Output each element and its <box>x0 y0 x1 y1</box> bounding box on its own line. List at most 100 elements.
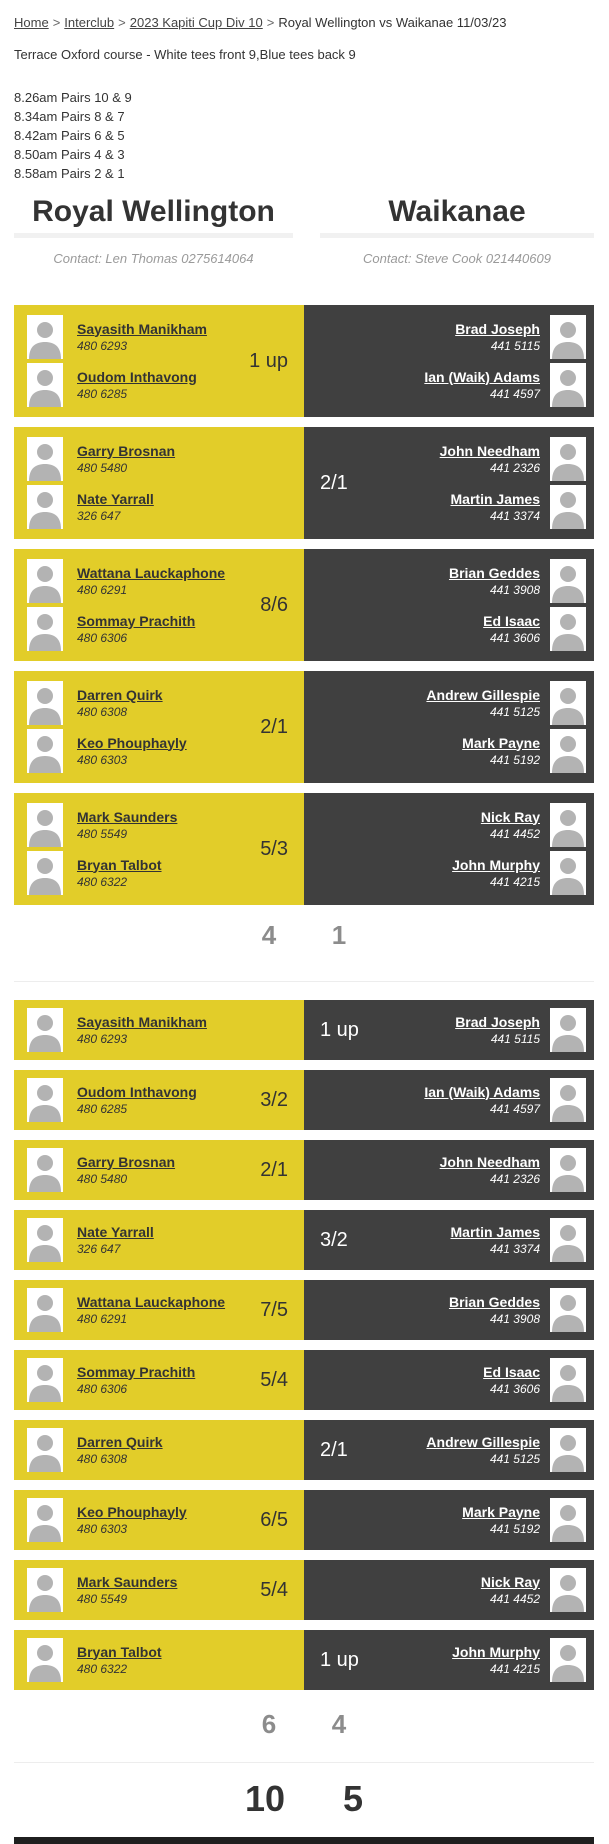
player-name-link[interactable]: Andrew Gillespie <box>426 1433 540 1450</box>
home-side: Sayasith Manikham 480 6293 Oudom Inthavong… <box>14 305 304 417</box>
player-avatar <box>550 363 586 407</box>
player-name-link[interactable]: Sommay Prachith <box>77 612 196 629</box>
team-headers: Royal Wellington Contact: Len Thomas 027… <box>14 195 594 266</box>
match-result: 8/6 <box>260 594 288 616</box>
away-side: Nick Ray 441 4452 <box>304 1560 594 1620</box>
player-name-link[interactable]: Brad Joseph <box>455 1013 540 1030</box>
player-number: 480 5480 <box>77 1171 128 1186</box>
player-name-link[interactable]: Brian Geddes <box>448 1293 540 1310</box>
player-name-link[interactable]: Oudom Inthavong <box>77 368 197 385</box>
player-name-link[interactable]: Garry Brosnan <box>77 442 176 459</box>
player-name-link[interactable]: Mark Payne <box>462 1503 540 1520</box>
breadcrumb-link[interactable]: Interclub <box>64 15 115 30</box>
home-side: Mark Saunders 480 5549 Bryan Talbot 480 632… <box>14 793 304 905</box>
player-name-link[interactable]: Nate Yarrall <box>77 490 154 507</box>
player-avatar <box>550 1568 586 1612</box>
player-row: Nate Yarrall 326 647 <box>14 483 304 531</box>
player-row: Martin James 441 3374 <box>304 483 594 531</box>
player-name-link[interactable]: Ian (Waik) Adams <box>424 368 540 385</box>
person-icon <box>29 614 61 651</box>
player-number: 441 3908 <box>489 1311 540 1326</box>
player-row: Mark Saunders 480 5549 <box>14 801 304 849</box>
player-avatar <box>27 1428 63 1472</box>
player-info: Mark Saunders 480 5549 <box>77 1574 177 1607</box>
singles-match-row: Wattana Lauckaphone 480 6291 Brian Geddes 4… <box>14 1280 594 1340</box>
player-name-link[interactable]: Nick Ray <box>480 808 540 825</box>
player-info: Ian (Waik) Adams 441 4597 <box>424 369 540 402</box>
player-number: 441 5125 <box>489 704 540 719</box>
player-name-link[interactable]: Brad Joseph <box>455 320 540 337</box>
singles-match-row: Oudom Inthavong 480 6285 Ian (Waik) Adams 4… <box>14 1070 594 1130</box>
player-name-link[interactable]: Brian Geddes <box>448 564 540 581</box>
player-name-link[interactable]: Darren Quirk <box>77 686 163 703</box>
player-number: 441 3374 <box>489 508 540 523</box>
player-name-link[interactable]: Ed Isaac <box>483 1363 540 1380</box>
player-info: Mark Payne 441 5192 <box>462 1504 540 1537</box>
player-name-link[interactable]: Bryan Talbot <box>77 856 162 873</box>
player-name-link[interactable]: John Needham <box>439 442 540 459</box>
match-result: 2/1 <box>320 1439 348 1461</box>
singles-matches-wrap: Sayasith Manikham 480 6293 Brad Joseph 441 … <box>14 981 594 1690</box>
player-avatar <box>27 1078 63 1122</box>
player-name-link[interactable]: Andrew Gillespie <box>426 686 540 703</box>
person-icon <box>552 566 584 603</box>
singles-totals: 6 4 <box>14 1708 594 1740</box>
person-icon <box>552 1225 584 1262</box>
player-name-link[interactable]: Sayasith Manikham <box>77 1013 207 1030</box>
player-name-link[interactable]: Ed Isaac <box>483 612 540 629</box>
player-info: John Needham 441 2326 <box>440 443 540 476</box>
match-result: 6/5 <box>260 1509 288 1531</box>
player-name-link[interactable]: Mark Saunders <box>77 1573 178 1590</box>
player-row: Martin James 441 3374 <box>304 1214 594 1266</box>
player-name-link[interactable]: Mark Payne <box>462 734 540 751</box>
player-number: 441 4215 <box>489 874 540 889</box>
pairs-total-home: 4 <box>261 920 277 950</box>
player-name-link[interactable]: Keo Phouphayly <box>77 1503 187 1520</box>
player-name-link[interactable]: Keo Phouphayly <box>77 734 187 751</box>
player-name-link[interactable]: Ian (Waik) Adams <box>424 1083 540 1100</box>
person-icon <box>29 1085 61 1122</box>
player-name-link[interactable]: Sayasith Manikham <box>77 320 207 337</box>
away-side: Nick Ray 441 4452 John Murphy 441 4215 <box>304 793 594 905</box>
player-name-link[interactable]: John Murphy <box>452 1643 540 1660</box>
player-row: Nick Ray 441 4452 <box>304 1564 594 1616</box>
player-info: Ian (Waik) Adams 441 4597 <box>424 1084 540 1117</box>
person-icon <box>552 322 584 359</box>
match-result: 2/1 <box>320 472 348 494</box>
breadcrumb-link[interactable]: Home <box>14 15 49 30</box>
player-row: Brian Geddes 441 3908 <box>304 557 594 605</box>
player-avatar <box>550 851 586 895</box>
player-name-link[interactable]: Nick Ray <box>480 1573 540 1590</box>
player-avatar <box>550 1428 586 1472</box>
player-name-link[interactable]: Martin James <box>450 490 540 507</box>
away-team-contact: Contact: Steve Cook 021440609 <box>363 251 551 266</box>
home-side: Garry Brosnan 480 5480 <box>14 1140 304 1200</box>
home-team-column: Royal Wellington Contact: Len Thomas 027… <box>14 195 293 266</box>
player-name-link[interactable]: Nate Yarrall <box>77 1223 154 1240</box>
player-name-link[interactable]: Oudom Inthavong <box>77 1083 197 1100</box>
player-info: Garry Brosnan 480 5480 <box>77 443 175 476</box>
player-name-link[interactable]: Sommay Prachith <box>77 1363 196 1380</box>
person-icon <box>552 492 584 529</box>
player-name-link[interactable]: John Murphy <box>452 856 540 873</box>
player-number: 441 5125 <box>489 1451 540 1466</box>
bottom-bar <box>14 1837 594 1844</box>
breadcrumb-link[interactable]: 2023 Kapiti Cup Div 10 <box>129 15 263 30</box>
player-avatar <box>550 1078 586 1122</box>
player-avatar <box>27 559 63 603</box>
person-icon <box>552 1365 584 1402</box>
player-name-link[interactable]: Darren Quirk <box>77 1433 163 1450</box>
person-icon <box>29 1365 61 1402</box>
player-name-link[interactable]: Bryan Talbot <box>77 1643 162 1660</box>
player-name-link[interactable]: John Needham <box>439 1153 540 1170</box>
player-name-link[interactable]: Martin James <box>450 1223 540 1240</box>
player-name-link[interactable]: Garry Brosnan <box>77 1153 176 1170</box>
player-name-link[interactable]: Wattana Lauckaphone <box>77 564 226 581</box>
player-name-link[interactable]: Wattana Lauckaphone <box>77 1293 226 1310</box>
player-info: Garry Brosnan 480 5480 <box>77 1154 175 1187</box>
player-info: Wattana Lauckaphone 480 6291 <box>77 1294 225 1327</box>
player-row: Bryan Talbot 480 6322 <box>14 849 304 897</box>
singles-total-home: 6 <box>261 1709 277 1739</box>
person-icon <box>29 688 61 725</box>
player-name-link[interactable]: Mark Saunders <box>77 808 178 825</box>
